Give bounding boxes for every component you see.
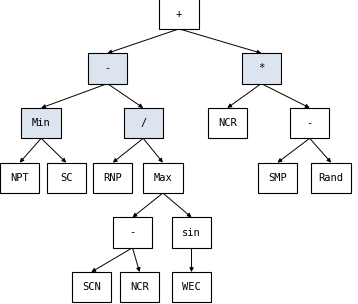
FancyBboxPatch shape (21, 108, 61, 138)
Text: WEC: WEC (182, 282, 201, 292)
Text: SCN: SCN (82, 282, 101, 292)
FancyBboxPatch shape (290, 108, 329, 138)
Text: SMP: SMP (268, 173, 287, 183)
FancyBboxPatch shape (172, 272, 211, 302)
Text: NCR: NCR (218, 118, 237, 128)
Text: sin: sin (182, 228, 201, 237)
FancyBboxPatch shape (311, 163, 351, 193)
FancyBboxPatch shape (93, 163, 132, 193)
Text: NCR: NCR (130, 282, 149, 292)
Text: Min: Min (32, 118, 50, 128)
FancyBboxPatch shape (120, 272, 159, 302)
Text: -: - (129, 228, 136, 237)
FancyBboxPatch shape (258, 163, 297, 193)
FancyBboxPatch shape (242, 53, 281, 84)
FancyBboxPatch shape (47, 163, 86, 193)
FancyBboxPatch shape (72, 272, 111, 302)
FancyBboxPatch shape (124, 108, 163, 138)
Text: Max: Max (154, 173, 172, 183)
Text: +: + (176, 9, 182, 19)
FancyBboxPatch shape (143, 163, 183, 193)
FancyBboxPatch shape (208, 108, 247, 138)
Text: -: - (306, 118, 313, 128)
Text: RNP: RNP (103, 173, 122, 183)
Text: -: - (104, 64, 111, 73)
Text: Rand: Rand (319, 173, 344, 183)
FancyBboxPatch shape (88, 53, 127, 84)
FancyBboxPatch shape (159, 0, 199, 29)
Text: /: / (140, 118, 146, 128)
Text: SC: SC (60, 173, 72, 183)
FancyBboxPatch shape (113, 217, 152, 248)
Text: *: * (258, 64, 265, 73)
FancyBboxPatch shape (172, 217, 211, 248)
FancyBboxPatch shape (0, 163, 39, 193)
Text: NPT: NPT (10, 173, 29, 183)
